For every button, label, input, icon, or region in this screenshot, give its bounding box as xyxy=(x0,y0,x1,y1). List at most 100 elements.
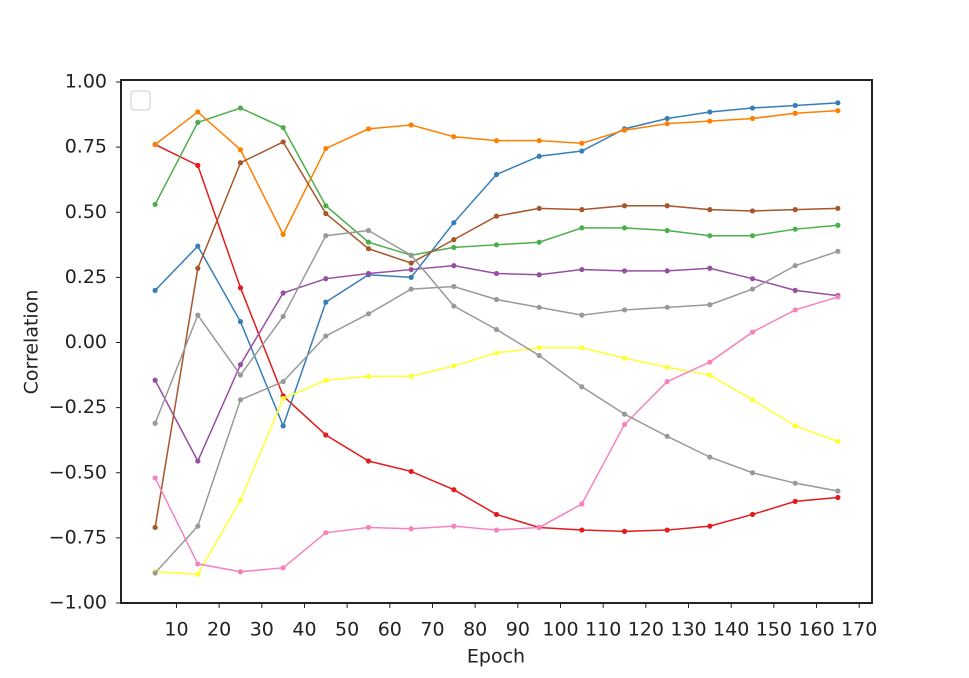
point xyxy=(365,246,372,252)
point xyxy=(237,362,244,368)
point xyxy=(835,108,841,114)
point xyxy=(664,227,670,234)
point xyxy=(579,148,585,154)
point xyxy=(621,127,628,133)
point xyxy=(664,115,670,122)
x-tick-label: 20 xyxy=(207,619,231,641)
point xyxy=(408,252,414,258)
point xyxy=(835,205,841,211)
point xyxy=(749,105,756,111)
series-line xyxy=(154,229,838,492)
series-line xyxy=(154,143,838,533)
point xyxy=(792,287,798,293)
point xyxy=(323,299,329,305)
point xyxy=(621,268,628,274)
point xyxy=(493,171,500,178)
point xyxy=(579,501,585,507)
y-tick-label: −0.50 xyxy=(49,461,107,483)
point xyxy=(835,488,841,494)
point xyxy=(707,454,713,460)
point xyxy=(451,244,457,251)
point xyxy=(152,475,158,481)
point xyxy=(451,134,457,140)
point xyxy=(792,423,798,429)
point xyxy=(536,304,542,310)
point xyxy=(749,286,756,292)
point xyxy=(323,333,329,339)
point xyxy=(664,364,670,370)
point xyxy=(835,248,841,254)
point xyxy=(237,105,244,111)
point xyxy=(621,421,628,428)
point xyxy=(195,162,201,168)
point xyxy=(237,497,244,503)
point xyxy=(451,523,457,529)
point xyxy=(237,372,244,378)
point xyxy=(195,458,201,464)
plot-frame xyxy=(120,79,873,604)
x-tick-label: 130 xyxy=(670,619,706,641)
series-line xyxy=(155,346,839,576)
point xyxy=(152,201,158,208)
point xyxy=(408,260,414,266)
point xyxy=(323,377,329,383)
point xyxy=(621,307,628,313)
point xyxy=(195,109,201,115)
point xyxy=(792,498,798,505)
x-tick-label: 170 xyxy=(841,619,877,641)
point xyxy=(621,528,628,534)
x-tick-label: 110 xyxy=(585,619,621,641)
point xyxy=(579,140,585,146)
point xyxy=(536,272,542,278)
point xyxy=(707,372,713,378)
point xyxy=(152,420,158,426)
point xyxy=(707,523,713,529)
point xyxy=(536,138,542,144)
point xyxy=(664,527,670,533)
point xyxy=(792,307,798,313)
point xyxy=(792,102,798,109)
point xyxy=(237,285,244,291)
point xyxy=(451,283,457,290)
y-tick-label: 1.00 xyxy=(65,71,107,93)
x-tick-label: 10 xyxy=(164,619,188,641)
point xyxy=(280,423,286,429)
point xyxy=(152,141,158,148)
series-line xyxy=(154,107,838,257)
point xyxy=(749,276,756,282)
point xyxy=(323,145,329,152)
point xyxy=(152,570,158,576)
point xyxy=(451,363,457,369)
y-tick-label: −0.25 xyxy=(49,396,107,418)
point xyxy=(621,225,628,231)
x-tick-label: 60 xyxy=(378,619,402,641)
point xyxy=(621,411,628,417)
point xyxy=(195,523,201,529)
point xyxy=(707,109,713,115)
x-tick-label: 70 xyxy=(420,619,444,641)
point xyxy=(451,220,457,226)
point xyxy=(707,265,713,271)
point xyxy=(792,207,798,213)
point xyxy=(493,138,500,144)
point xyxy=(408,526,414,532)
point xyxy=(579,207,585,213)
point xyxy=(536,205,542,211)
y-tick-label: −1.00 xyxy=(49,592,107,614)
point xyxy=(237,147,244,153)
point xyxy=(707,359,713,365)
point xyxy=(707,207,713,213)
point xyxy=(493,326,500,333)
point xyxy=(408,373,414,379)
point xyxy=(451,303,457,309)
y-tick-label: 0.00 xyxy=(65,331,107,353)
point xyxy=(707,302,713,308)
point xyxy=(707,118,713,124)
point xyxy=(621,355,628,361)
point xyxy=(451,487,457,493)
x-tick-label: 100 xyxy=(542,619,578,641)
point xyxy=(280,290,286,296)
point xyxy=(365,524,372,531)
point xyxy=(365,458,372,464)
